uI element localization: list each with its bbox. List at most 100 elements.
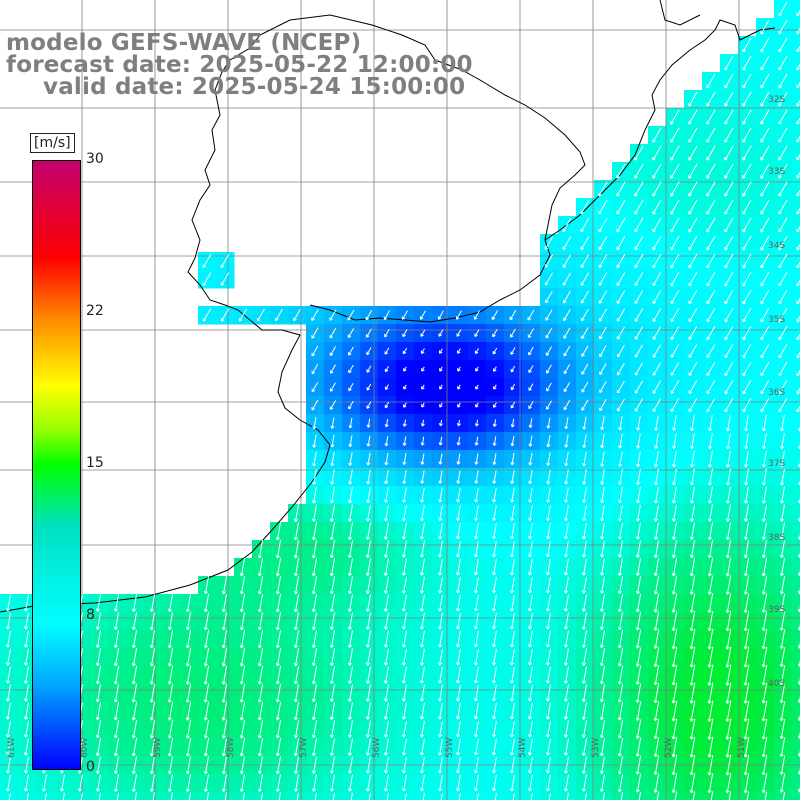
wind-arrow xyxy=(257,611,264,631)
wind-arrow xyxy=(311,774,317,792)
wind-cell xyxy=(90,792,109,800)
wind-arrow xyxy=(348,417,353,429)
wind-arrow xyxy=(689,700,696,722)
wind-arrow xyxy=(671,773,678,793)
wind-arrow xyxy=(456,329,462,337)
wind-arrow xyxy=(563,382,571,393)
wind-arrow xyxy=(527,666,533,684)
wind-arrow xyxy=(365,309,373,321)
wind-arrow xyxy=(23,648,29,666)
wind-arrow xyxy=(653,647,660,668)
wind-arrow xyxy=(670,344,680,358)
wind-arrow xyxy=(599,363,607,376)
wind-arrow xyxy=(582,469,587,485)
wind-arrow xyxy=(494,792,497,800)
wind-arrow xyxy=(329,576,336,595)
wind-arrow xyxy=(23,630,29,648)
wind-arrow xyxy=(420,487,425,503)
wind-arrow xyxy=(131,612,138,631)
wind-arrow xyxy=(545,666,551,684)
wind-cell xyxy=(792,666,800,685)
wind-arrow xyxy=(761,468,767,486)
wind-arrow xyxy=(581,666,588,684)
wind-arrow xyxy=(527,684,533,702)
wind-arrow xyxy=(383,612,389,630)
wind-arrow xyxy=(707,628,714,650)
wind-arrow xyxy=(457,366,461,372)
wind-arrow xyxy=(688,145,698,161)
wind-arrow xyxy=(653,504,659,522)
wind-arrow xyxy=(653,522,659,540)
wind-arrow xyxy=(635,773,642,793)
wind-arrow xyxy=(528,401,534,410)
wind-arrow xyxy=(365,576,372,594)
wind-arrow xyxy=(724,235,734,251)
wind-arrow xyxy=(383,558,390,576)
wind-arrow xyxy=(293,648,300,667)
wind-arrow xyxy=(617,576,624,594)
wind-cell xyxy=(126,792,145,800)
wind-arrow xyxy=(617,504,623,522)
wind-arrow xyxy=(672,433,677,450)
wind-arrow xyxy=(366,365,372,373)
wind-arrow xyxy=(95,738,102,757)
wind-arrow xyxy=(440,792,443,800)
wind-arrow xyxy=(725,486,731,504)
wind-arrow xyxy=(760,37,770,53)
wind-arrow xyxy=(329,327,337,339)
wind-arrow xyxy=(26,792,29,800)
wind-arrow xyxy=(312,451,317,467)
wind-arrow xyxy=(796,369,800,377)
wind-cell xyxy=(792,576,800,595)
wind-arrow xyxy=(796,333,800,341)
wind-arrow xyxy=(617,737,624,757)
wind-arrow xyxy=(5,720,11,738)
wind-arrow xyxy=(584,792,587,800)
wind-arrow xyxy=(456,505,461,521)
wind-arrow xyxy=(527,309,535,321)
wind-arrow xyxy=(257,774,264,792)
wind-cell xyxy=(792,522,800,541)
wind-arrow xyxy=(527,738,533,756)
wind-arrow xyxy=(510,470,515,485)
wind-arrow xyxy=(456,348,461,354)
wind-arrow xyxy=(384,435,389,447)
wind-arrow xyxy=(365,612,371,630)
wind-arrow xyxy=(654,415,659,431)
wind-arrow xyxy=(330,434,335,448)
wind-arrow xyxy=(149,594,156,613)
wind-arrow xyxy=(796,315,800,323)
wind-arrow xyxy=(653,737,660,758)
wind-arrow xyxy=(652,235,662,251)
wind-arrow xyxy=(455,540,461,558)
wind-arrow xyxy=(257,575,264,595)
wind-arrow xyxy=(671,736,678,758)
wind-arrow xyxy=(545,346,553,356)
colorbar-tick-30: 30 xyxy=(86,151,104,167)
wind-arrow xyxy=(652,181,662,197)
wind-arrow xyxy=(420,505,425,522)
wind-arrow xyxy=(581,345,589,357)
wind-arrow xyxy=(724,307,734,323)
wind-arrow xyxy=(796,9,800,17)
wind-arrow xyxy=(437,540,443,558)
wind-arrow xyxy=(581,630,587,648)
wind-arrow xyxy=(491,774,497,792)
wind-arrow xyxy=(386,792,389,800)
wind-arrow xyxy=(654,433,659,449)
wind-arrow xyxy=(724,181,734,197)
wind-arrow xyxy=(546,452,551,466)
wind-arrow xyxy=(580,308,589,322)
wind-arrow xyxy=(221,756,228,775)
wind-arrow xyxy=(707,736,714,758)
wind-arrow xyxy=(618,451,623,467)
wind-arrow xyxy=(311,738,318,757)
wind-arrow xyxy=(761,522,768,540)
wind-arrow xyxy=(742,55,752,71)
wind-arrow xyxy=(598,254,608,269)
wind-arrow xyxy=(348,400,354,410)
wind-arrow xyxy=(635,504,641,522)
wind-arrow xyxy=(616,199,626,215)
wind-arrow xyxy=(365,504,371,522)
